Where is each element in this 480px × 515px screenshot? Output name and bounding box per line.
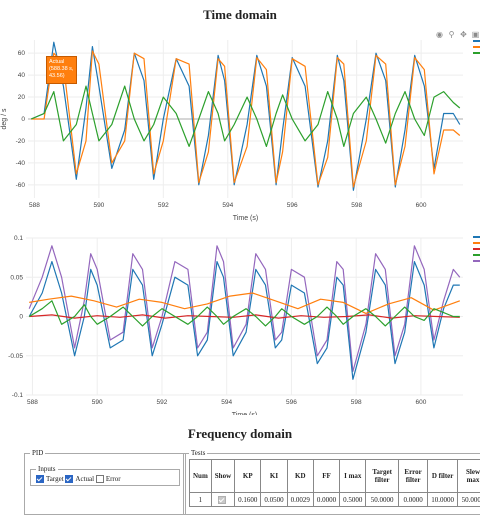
cell-d-filter: 10.0000	[428, 493, 458, 507]
pid-legend: PID	[30, 449, 45, 457]
series-line[interactable]	[31, 42, 460, 190]
hover-y: 43.56)	[49, 73, 74, 80]
x-tick-label: 588	[27, 399, 38, 406]
hover-tooltip: Actual (588.38 s, 43.56)	[46, 56, 77, 84]
tests-table: Num Show KP KI KD FF I max Target filter…	[189, 459, 480, 507]
x-tick-label: 594	[222, 202, 233, 209]
cell-slew-max: 50.0000	[458, 493, 480, 507]
col-ki: KI	[261, 460, 287, 493]
target-label: Target	[46, 475, 64, 483]
actual-checkbox[interactable]: Actual	[65, 475, 94, 483]
col-kp: KP	[235, 460, 261, 493]
frequency-domain-title: Frequency domain	[0, 426, 480, 442]
legend-swatch-blue[interactable]	[473, 236, 480, 238]
cell-kd: 0.0029	[287, 493, 313, 507]
legend-swatch-purple[interactable]	[473, 260, 480, 262]
legend-swatch-orange[interactable]	[473, 46, 480, 48]
pid-panel: PID Inputs Target Actual Error	[24, 449, 186, 515]
y-tick-label: 20	[18, 94, 26, 101]
y-tick-label: 60	[18, 50, 26, 57]
legend-swatch-red[interactable]	[473, 248, 480, 250]
target-checkbox[interactable]: Target	[36, 475, 64, 483]
x-tick-label: 590	[93, 202, 104, 209]
col-show: Show	[211, 460, 234, 493]
y-tick-label: -40	[16, 160, 26, 167]
cell-error-filter: 0.0000	[398, 493, 427, 507]
inputs-legend: Inputs	[36, 465, 58, 473]
y-tick-label: 0	[19, 314, 23, 321]
cell-ki: 0.0500	[261, 493, 287, 507]
x-tick-label: 596	[286, 399, 297, 406]
x-tick-label: 598	[351, 399, 362, 406]
col-ff: FF	[313, 460, 339, 493]
x-tick-label: 596	[287, 202, 298, 209]
cell-num: 1	[190, 493, 212, 507]
actual-label: Actual	[75, 475, 94, 483]
y-tick-label: -0.05	[8, 353, 23, 360]
series-line[interactable]	[29, 301, 460, 326]
legend-swatch-orange[interactable]	[473, 242, 480, 244]
col-target-filter: Target filter	[366, 460, 399, 493]
y-tick-label: 0	[21, 116, 25, 123]
x-tick-label: 588	[29, 202, 40, 209]
checkbox-unchecked-icon	[96, 475, 104, 483]
col-num: Num	[190, 460, 212, 493]
error-checkbox[interactable]: Error	[96, 475, 121, 483]
x-tick-label: 590	[92, 399, 103, 406]
checkbox-checked-icon	[36, 475, 44, 483]
x-tick-label: 594	[221, 399, 232, 406]
col-d-filter: D filter	[428, 460, 458, 493]
controller-terms-legend	[473, 236, 480, 262]
col-imax: I max	[340, 460, 366, 493]
inputs-panel: Inputs Target Actual Error	[30, 465, 180, 486]
series-line[interactable]	[31, 86, 460, 146]
y-tick-label: -20	[16, 138, 26, 145]
col-error-filter: Error filter	[398, 460, 427, 493]
y-tick-label: 0.1	[14, 235, 23, 242]
col-kd: KD	[287, 460, 313, 493]
legend-swatch-green[interactable]	[473, 254, 480, 256]
tests-panel: Tests Num Show KP KI KD FF I max Target …	[183, 449, 480, 515]
error-label: Error	[106, 475, 121, 483]
y-tick-label: -60	[16, 182, 26, 189]
x-tick-label: 592	[158, 202, 169, 209]
x-axis-title: Time (s)	[233, 215, 258, 222]
x-tick-label: 598	[351, 202, 362, 209]
x-axis-title: Time (s)	[232, 412, 257, 415]
table-header-row: Num Show KP KI KD FF I max Target filter…	[190, 460, 480, 493]
y-tick-label: 0.05	[10, 274, 23, 281]
time-domain-chart[interactable]: 60 40 20 0 -20 -40 -60 588 590 592 594 596 598 600 Tim…	[0, 0, 480, 230]
x-tick-label: 600	[416, 202, 427, 209]
legend-swatch-blue[interactable]	[473, 40, 480, 42]
hover-x: (588.38 s,	[49, 66, 74, 73]
series-line[interactable]	[29, 246, 460, 372]
x-tick-label: 600	[415, 399, 426, 406]
cell-target-filter: 50.0000	[366, 493, 399, 507]
cell-imax: 0.5000	[340, 493, 366, 507]
checkbox-checked-icon	[65, 475, 73, 483]
show-checkbox-icon[interactable]	[218, 496, 226, 504]
col-slew-max: Slew max	[458, 460, 480, 493]
y-axis-title: deg / s	[1, 108, 8, 130]
time-domain-legend	[473, 40, 480, 54]
tests-legend: Tests	[189, 449, 207, 457]
table-row: 1 0.1600 0.0500 0.0029 0.0000 0.5000 50.…	[190, 493, 480, 507]
cell-kp: 0.1600	[235, 493, 261, 507]
y-tick-label: -0.1	[12, 392, 24, 399]
hover-series: Actual	[49, 59, 74, 66]
y-tick-label: 40	[18, 72, 26, 79]
cell-ff: 0.0000	[313, 493, 339, 507]
legend-swatch-green[interactable]	[473, 52, 480, 54]
x-tick-label: 592	[157, 399, 168, 406]
cell-show[interactable]	[211, 493, 234, 507]
